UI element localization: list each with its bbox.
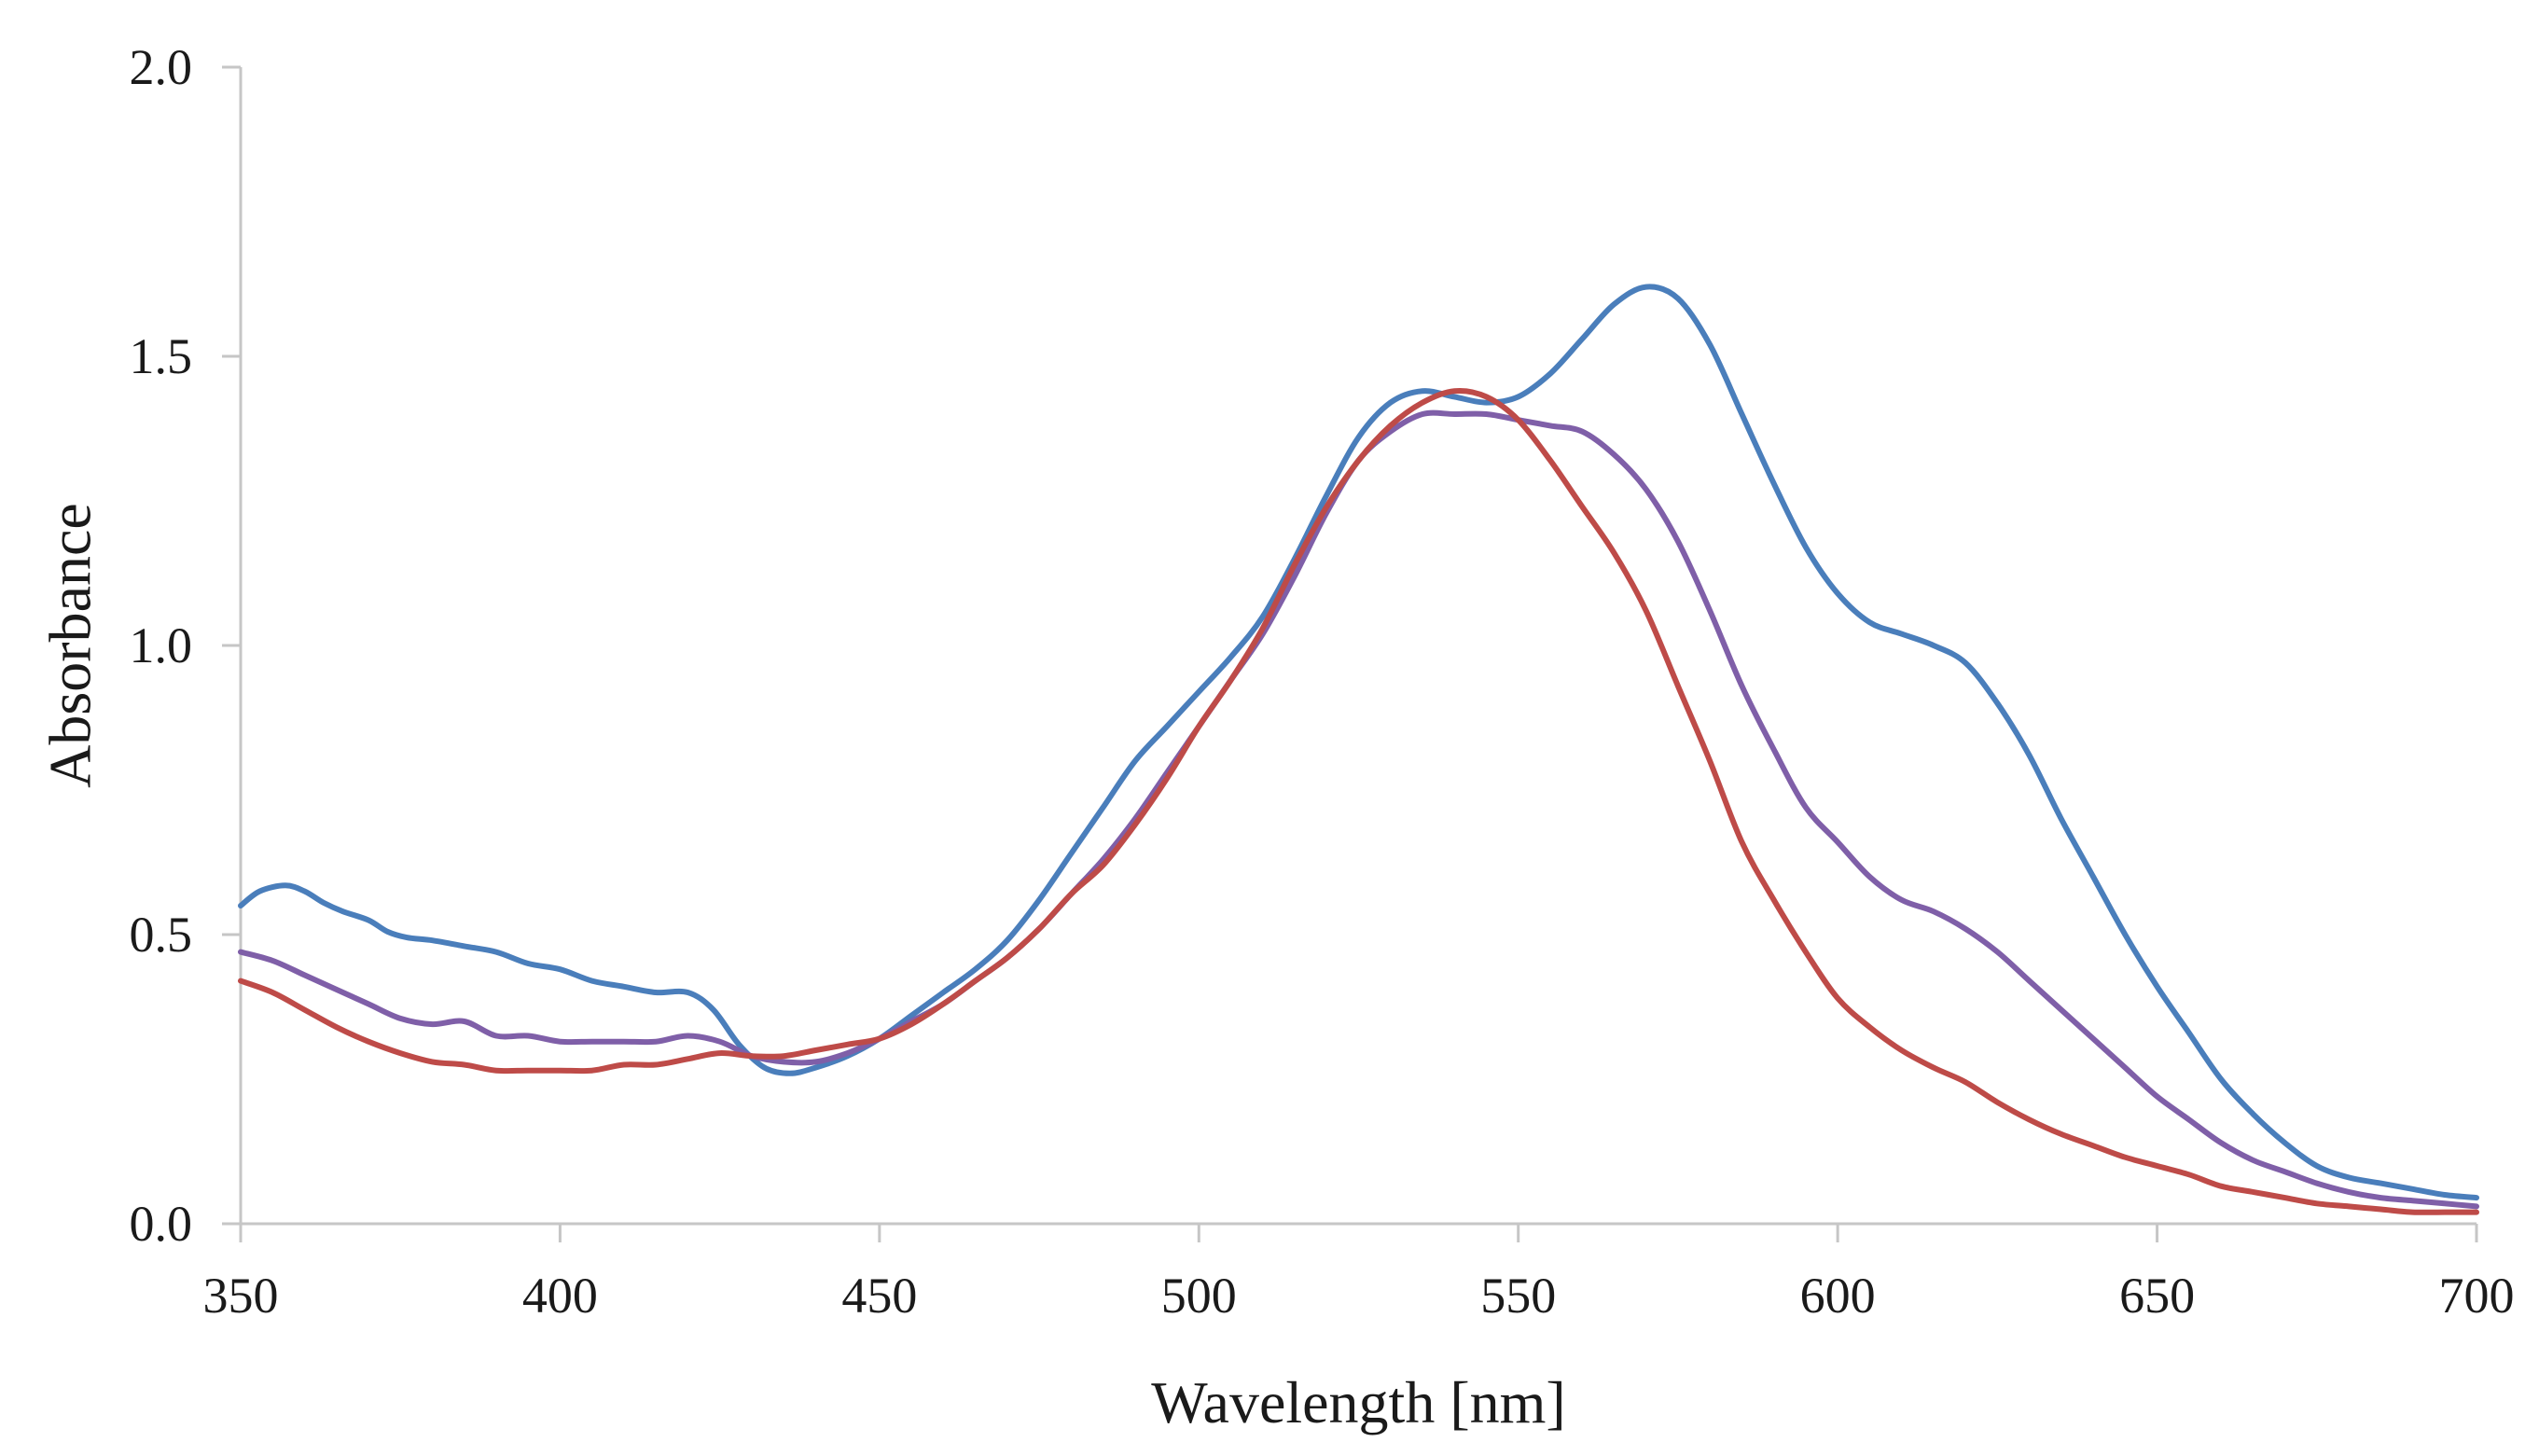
y-tick-label: 1.0 (130, 617, 193, 673)
x-tick-label: 600 (1800, 1268, 1876, 1324)
x-tick-label: 400 (522, 1268, 598, 1324)
axes: 0.0 0.5 1.0 1.5 2.0 350 400 450 500 550 600 650 700 (130, 39, 2515, 1324)
plot-series (238, 284, 2479, 1215)
series-line-blue (238, 284, 2479, 1201)
y-axis-title: Absorbance (37, 503, 104, 788)
series-line-red (238, 387, 2479, 1215)
series-line-purple (238, 409, 2479, 1210)
x-tick-label: 650 (2119, 1268, 2195, 1324)
y-tick-label: 1.5 (130, 328, 193, 384)
y-tick-label: 0.0 (130, 1196, 193, 1252)
x-tick-label: 500 (1161, 1268, 1237, 1324)
x-tick-label: 700 (2439, 1268, 2515, 1324)
x-tick-label: 350 (203, 1268, 279, 1324)
y-tick-label: 2.0 (130, 39, 193, 95)
x-tick-label: 450 (841, 1268, 917, 1324)
x-axis-title: Wavelength [nm] (1151, 1369, 1565, 1435)
axis-labels: Wavelength [nm] Absorbance (37, 503, 1566, 1435)
y-tick-label: 0.5 (130, 907, 193, 963)
x-tick-label: 550 (1480, 1268, 1556, 1324)
